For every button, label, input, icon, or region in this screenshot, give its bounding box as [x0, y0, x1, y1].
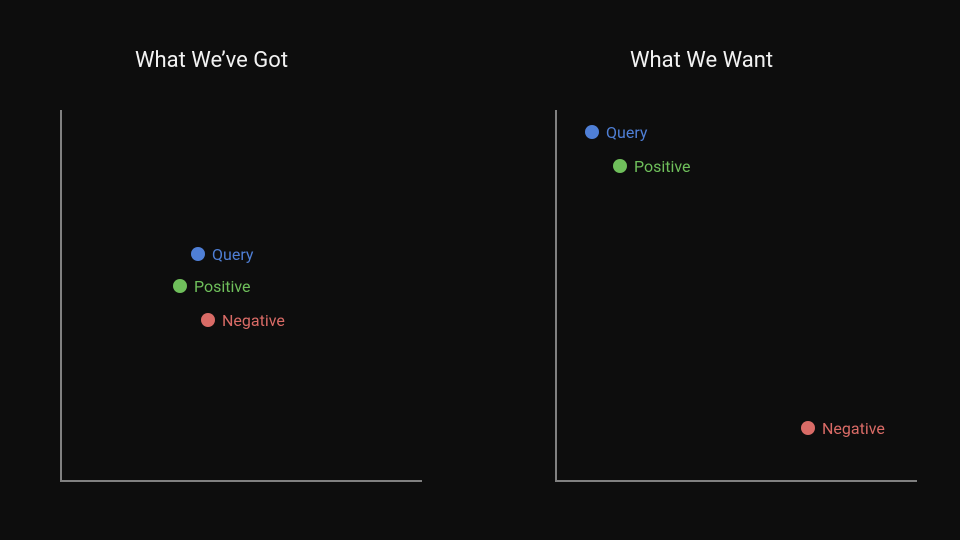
label-query-left: Query	[212, 245, 253, 264]
panel-right-title: What We Want	[630, 48, 773, 73]
label-query-right: Query	[606, 123, 647, 142]
axes-left	[60, 110, 422, 482]
label-positive-right: Positive	[634, 157, 691, 176]
point-positive-right	[613, 159, 627, 173]
point-negative-right	[801, 421, 815, 435]
stage: What We’ve Got Query Positive Negative W…	[0, 0, 960, 540]
label-negative-left: Negative	[222, 311, 285, 330]
point-query-right	[585, 125, 599, 139]
label-negative-right: Negative	[822, 419, 885, 438]
point-negative-left	[201, 313, 215, 327]
panel-left-title: What We’ve Got	[135, 48, 288, 73]
label-positive-left: Positive	[194, 277, 251, 296]
point-query-left	[191, 247, 205, 261]
point-positive-left	[173, 279, 187, 293]
